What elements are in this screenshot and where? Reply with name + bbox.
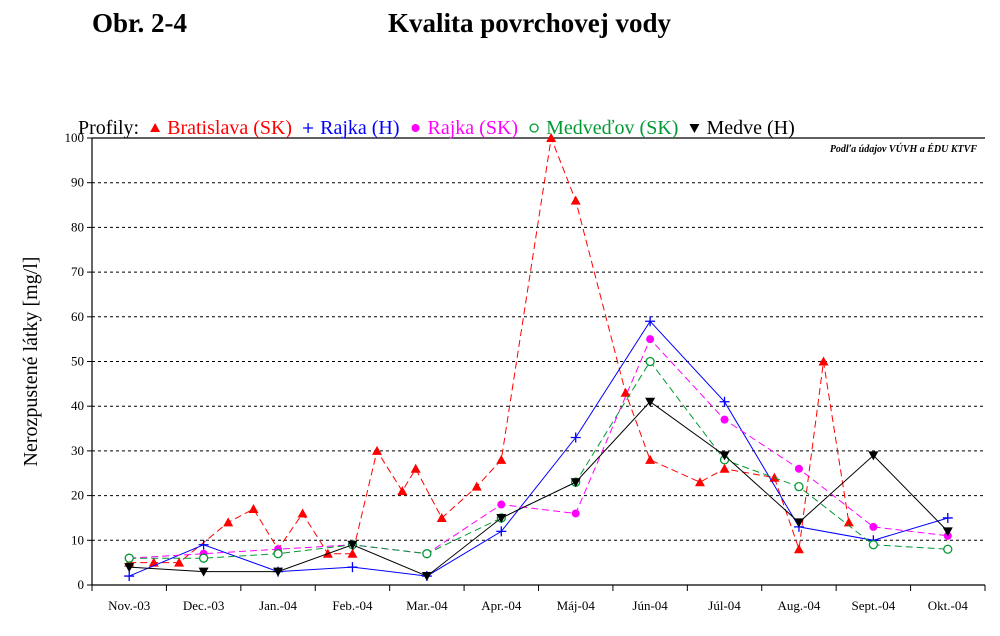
data-point-4 <box>719 451 730 461</box>
data-point-2 <box>646 335 655 344</box>
data-point-0 <box>719 463 730 473</box>
data-point-1 <box>496 526 507 537</box>
y-tick-label: 90 <box>71 175 84 190</box>
legend-title: Profily: <box>78 117 139 139</box>
x-tick-label: Apr.-04 <box>481 598 522 613</box>
legend-marker <box>303 123 314 133</box>
data-point-1 <box>719 396 730 407</box>
x-tick-label: Máj-04 <box>557 598 596 613</box>
legend-label: Medve (H) <box>706 117 794 139</box>
data-point-1 <box>645 316 656 327</box>
data-point-3 <box>868 540 879 550</box>
x-tick-label: Feb.-04 <box>332 598 373 613</box>
x-tick-label: Mar.-04 <box>406 598 448 613</box>
y-tick-label: 100 <box>65 130 85 145</box>
data-point-0 <box>620 387 631 397</box>
data-point-0 <box>471 481 482 491</box>
x-tick-label: Aug.-04 <box>777 598 820 613</box>
data-point-3 <box>198 553 209 563</box>
legend-marker <box>529 123 539 133</box>
x-tick-label: Okt.-04 <box>928 598 969 613</box>
data-point-0 <box>546 133 557 142</box>
data-point-0 <box>818 356 829 366</box>
legend-label: Bratislava (SK) <box>167 117 292 139</box>
series-line-1 <box>129 320 948 577</box>
x-tick-label: Jan.-04 <box>259 598 297 613</box>
x-tick-label: Nov.-03 <box>108 598 150 613</box>
data-point-2 <box>720 415 729 424</box>
data-point-0 <box>496 454 507 464</box>
data-point-1 <box>198 539 209 550</box>
y-axis-label: Nerozpustené látky [mg/l] <box>20 257 42 467</box>
data-point-0 <box>297 508 308 518</box>
x-tick-label: Júl-04 <box>708 598 741 613</box>
data-point-4 <box>273 567 284 577</box>
legend-label: Rajka (SK) <box>428 117 519 139</box>
data-point-4 <box>942 527 953 537</box>
data-point-4 <box>124 563 135 573</box>
series-line-0 <box>129 136 850 564</box>
data-point-0 <box>248 504 259 514</box>
data-point-0 <box>174 557 185 567</box>
data-point-2 <box>869 522 878 531</box>
data-point-0 <box>694 477 705 487</box>
data-point-4 <box>793 518 804 528</box>
figure-label: Obr. 2-4 <box>92 8 188 38</box>
legend-marker <box>150 123 161 132</box>
data-point-0 <box>397 486 408 496</box>
y-tick-label: 80 <box>71 219 84 234</box>
data-point-3 <box>273 549 283 559</box>
data-point-0 <box>769 472 780 482</box>
legend-label: Medveďov (SK) <box>546 117 678 139</box>
series-line-2 <box>129 338 948 559</box>
data-point-0 <box>347 548 358 558</box>
data-point-1 <box>570 432 581 443</box>
legend-marker <box>411 124 420 132</box>
data-point-0 <box>793 544 804 554</box>
y-tick-label: 0 <box>78 577 85 592</box>
data-point-1 <box>124 571 135 582</box>
data-point-4 <box>570 478 581 488</box>
data-point-0 <box>645 454 656 464</box>
source-note: Podľa údajov VÚVH a ÉDU KTVF <box>830 143 977 155</box>
y-tick-label: 30 <box>71 443 84 458</box>
y-tick-label: 50 <box>71 354 84 369</box>
x-tick-label: Sept.-04 <box>852 598 896 613</box>
data-point-0 <box>436 512 447 522</box>
data-point-4 <box>645 397 656 407</box>
x-tick-label: Jún-04 <box>632 598 668 613</box>
y-tick-label: 60 <box>71 309 84 324</box>
data-point-3 <box>645 356 655 367</box>
data-point-3 <box>124 553 134 563</box>
data-point-3 <box>943 544 953 554</box>
series-line-3 <box>129 360 948 559</box>
data-point-1 <box>942 512 953 523</box>
data-point-2 <box>497 500 506 509</box>
data-point-3 <box>422 549 432 559</box>
data-point-2 <box>571 509 580 518</box>
legend-marker <box>689 124 700 133</box>
data-point-0 <box>843 517 854 527</box>
y-tick-label: 20 <box>71 488 84 503</box>
data-point-0 <box>223 517 234 527</box>
y-tick-label: 10 <box>71 532 84 547</box>
data-point-0 <box>570 195 581 205</box>
data-point-1 <box>347 562 358 573</box>
data-point-3 <box>794 482 804 492</box>
data-point-4 <box>421 572 432 582</box>
data-point-0 <box>372 445 383 455</box>
data-point-4 <box>347 540 358 550</box>
data-point-4 <box>868 451 879 461</box>
data-point-4 <box>496 513 507 523</box>
x-tick-label: Dec.-03 <box>183 598 225 613</box>
series-line-4 <box>129 401 949 577</box>
data-point-4 <box>198 567 209 577</box>
y-tick-label: 40 <box>71 398 84 413</box>
chart-title: Kvalita povrchovej vody <box>388 8 671 38</box>
legend-label: Rajka (H) <box>320 117 399 139</box>
y-tick-label: 70 <box>71 264 84 279</box>
data-point-0 <box>410 463 421 473</box>
data-point-2 <box>794 464 803 473</box>
